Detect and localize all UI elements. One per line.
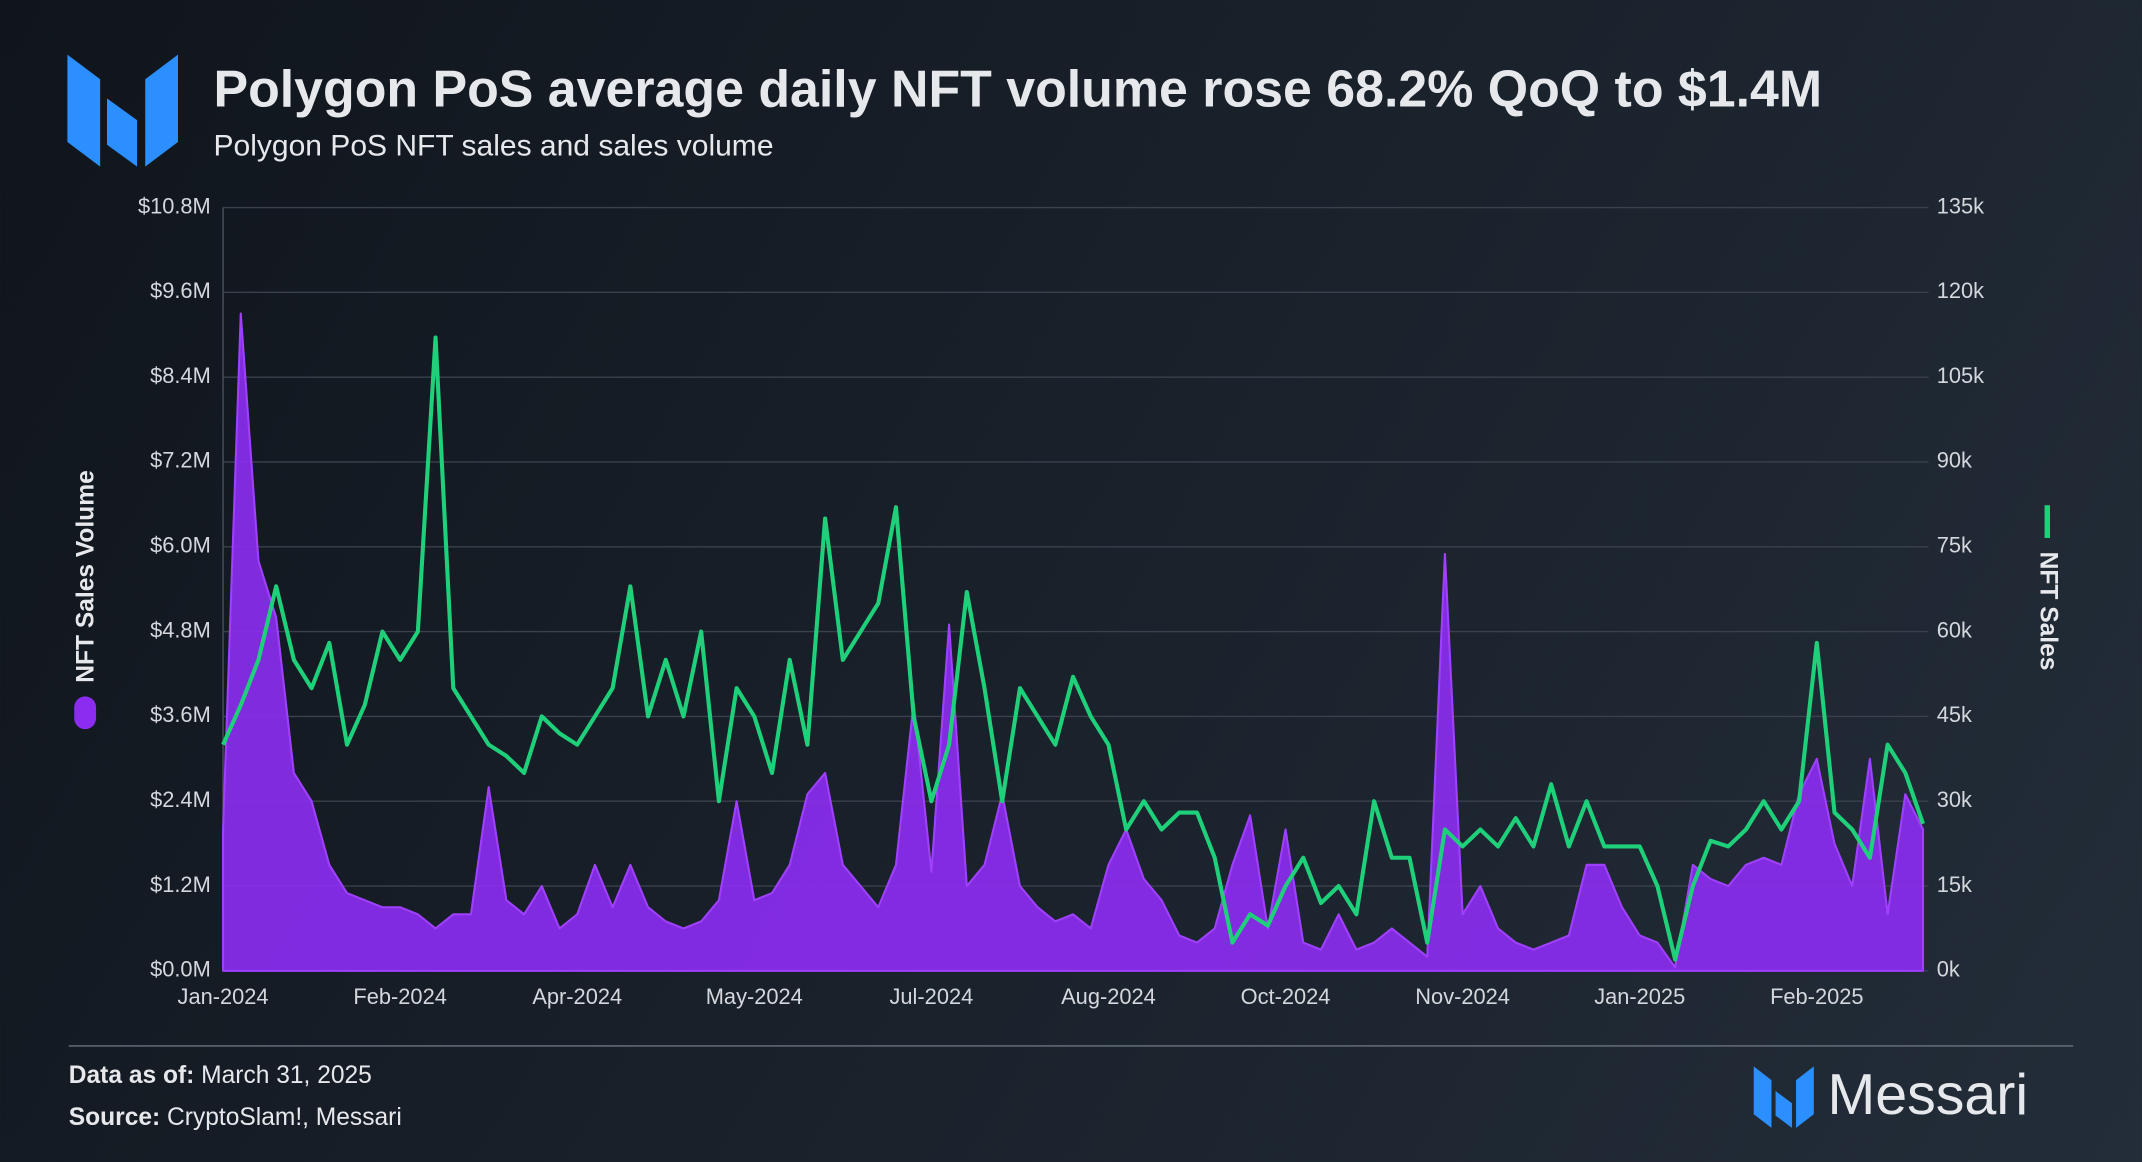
brand: Messari <box>1827 1063 2028 1127</box>
y-tick-label: $6.0M <box>150 533 211 558</box>
footer-date-value: March 31, 2025 <box>201 1062 372 1089</box>
y-tick-label: $3.6M <box>150 702 211 727</box>
footer-date-label: Data as of: <box>69 1062 195 1089</box>
x-tick-label: Oct-2024 <box>1241 984 1331 1009</box>
legend-left: NFT Sales Volume <box>72 470 99 730</box>
y-tick-label: $8.4M <box>150 363 211 388</box>
x-tick-label: Feb-2025 <box>1770 984 1863 1009</box>
volume-area <box>222 312 1925 972</box>
legend-label: NFT Sales <box>2034 552 2061 671</box>
chart-title: Polygon PoS average daily NFT volume ros… <box>213 60 1822 118</box>
logo <box>67 54 178 167</box>
x-tick-label: Jan-2024 <box>178 984 269 1009</box>
x-tick-label: Nov-2024 <box>1415 984 1510 1009</box>
plot: $0.0M $1.2M $2.4M $3.6M $4.8M $6.0M $7.2M $8.4M… <box>138 193 1984 1009</box>
x-tick-label: Aug-2024 <box>1061 984 1156 1009</box>
y-tick-label: $7.2M <box>150 448 211 473</box>
y2-tick-label: 45k <box>1937 702 1972 727</box>
y-tick-label: $9.6M <box>150 278 211 303</box>
y-tick-label: $0.0M <box>150 957 211 982</box>
x-tick-label: Apr-2024 <box>532 984 622 1009</box>
footer-source: Source: CryptoSlam!, Messari <box>69 1104 402 1131</box>
x-tick-label: Jan-2025 <box>1594 984 1685 1009</box>
y2-tick-label: 120k <box>1937 278 1984 303</box>
y2-tick-label: 30k <box>1937 787 1972 812</box>
y2-tick-label: 90k <box>1937 448 1972 473</box>
x-tick-label: Feb-2024 <box>353 984 446 1009</box>
legend-swatch <box>2044 505 2051 538</box>
y-tick-label: $4.8M <box>150 617 211 642</box>
y2-tick-label: 135k <box>1937 193 1984 218</box>
y2-tick-label: 75k <box>1937 533 1972 558</box>
legend-swatch <box>74 696 97 730</box>
footer-source-value: CryptoSlam!, Messari <box>167 1104 402 1131</box>
legend-right: NFT Sales <box>2034 505 2061 670</box>
chart-subtitle: Polygon PoS NFT sales and sales volume <box>213 130 773 163</box>
y-tick-label: $2.4M <box>150 787 211 812</box>
y-tick-label: $1.2M <box>150 872 211 897</box>
x-tick-label: May-2024 <box>706 984 803 1009</box>
sales-line <box>221 335 1925 962</box>
legend-label: NFT Sales Volume <box>72 470 99 682</box>
y2-tick-label: 0k <box>1937 957 1960 982</box>
y2-tick-label: 60k <box>1937 617 1972 642</box>
footer-date: Data as of: March 31, 2025 <box>69 1062 372 1089</box>
y-tick-label: $10.8M <box>138 193 211 218</box>
brand-logo <box>1753 1066 1814 1128</box>
footer-source-label: Source: <box>69 1104 160 1131</box>
y2-tick-label: 15k <box>1937 872 1972 897</box>
y2-tick-label: 105k <box>1937 363 1984 388</box>
x-tick-label: Jul-2024 <box>890 984 974 1009</box>
